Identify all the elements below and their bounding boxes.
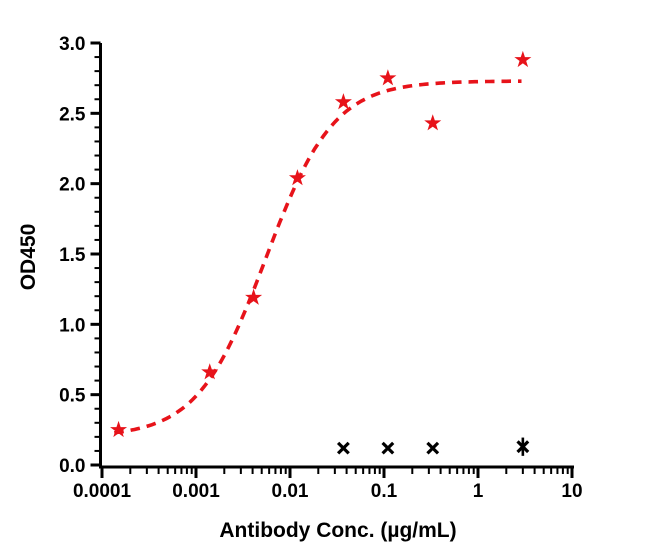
- x-axis-title: Antibody Conc. (µg/mL): [219, 519, 457, 542]
- y-tick-label: 0.0: [59, 456, 85, 477]
- data-point-star: [424, 114, 442, 131]
- y-tick-label: 2.5: [59, 104, 86, 125]
- x-tick-label: 0.01: [272, 481, 309, 502]
- data-point-star: [201, 363, 219, 380]
- y-tick-label: 1.0: [59, 315, 85, 336]
- data-point-x: [381, 441, 395, 455]
- data-point-x: [516, 440, 530, 454]
- y-tick-label: 1.5: [59, 245, 86, 266]
- x-tick-label: 10: [561, 481, 582, 502]
- data-point-x: [426, 441, 440, 455]
- x-tick-label: 0.0001: [73, 481, 132, 502]
- data-point-star: [245, 288, 263, 305]
- data-point-star: [334, 93, 352, 110]
- y-tick-label: 3.0: [59, 34, 85, 55]
- fit-curve-dashed: [114, 79, 522, 435]
- data-point-star: [288, 169, 306, 186]
- data-point-star: [110, 420, 128, 438]
- data-point-star: [379, 69, 397, 86]
- data-point-star: [514, 50, 532, 68]
- data-point-x: [336, 441, 350, 455]
- y-tick-label: 2.0: [59, 175, 85, 196]
- y-axis-title: OD450: [17, 223, 40, 291]
- x-tick-label: 1: [473, 481, 484, 502]
- x-tick-label: 0.1: [371, 481, 398, 502]
- y-tick-label: 0.5: [59, 386, 86, 407]
- x-tick-label: 0.001: [172, 481, 220, 502]
